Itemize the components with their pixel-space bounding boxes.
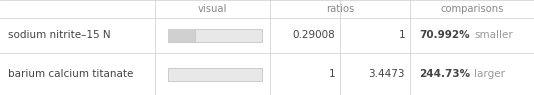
Bar bbox=[168, 29, 195, 42]
Text: smaller: smaller bbox=[474, 30, 513, 40]
Text: 0.29008: 0.29008 bbox=[292, 30, 335, 40]
Text: sodium nitrite–15 N: sodium nitrite–15 N bbox=[8, 30, 111, 40]
Bar bbox=[168, 68, 262, 80]
Text: 244.73%: 244.73% bbox=[419, 69, 470, 79]
Text: ratios: ratios bbox=[326, 4, 354, 14]
Text: 1: 1 bbox=[398, 30, 405, 40]
Text: 3.4473: 3.4473 bbox=[368, 69, 405, 79]
Text: larger: larger bbox=[474, 69, 505, 79]
Text: 1: 1 bbox=[328, 69, 335, 79]
Bar bbox=[168, 29, 262, 42]
Text: barium calcium titanate: barium calcium titanate bbox=[8, 69, 134, 79]
Text: visual: visual bbox=[198, 4, 227, 14]
Text: comparisons: comparisons bbox=[441, 4, 504, 14]
Text: 70.992%: 70.992% bbox=[419, 30, 470, 40]
